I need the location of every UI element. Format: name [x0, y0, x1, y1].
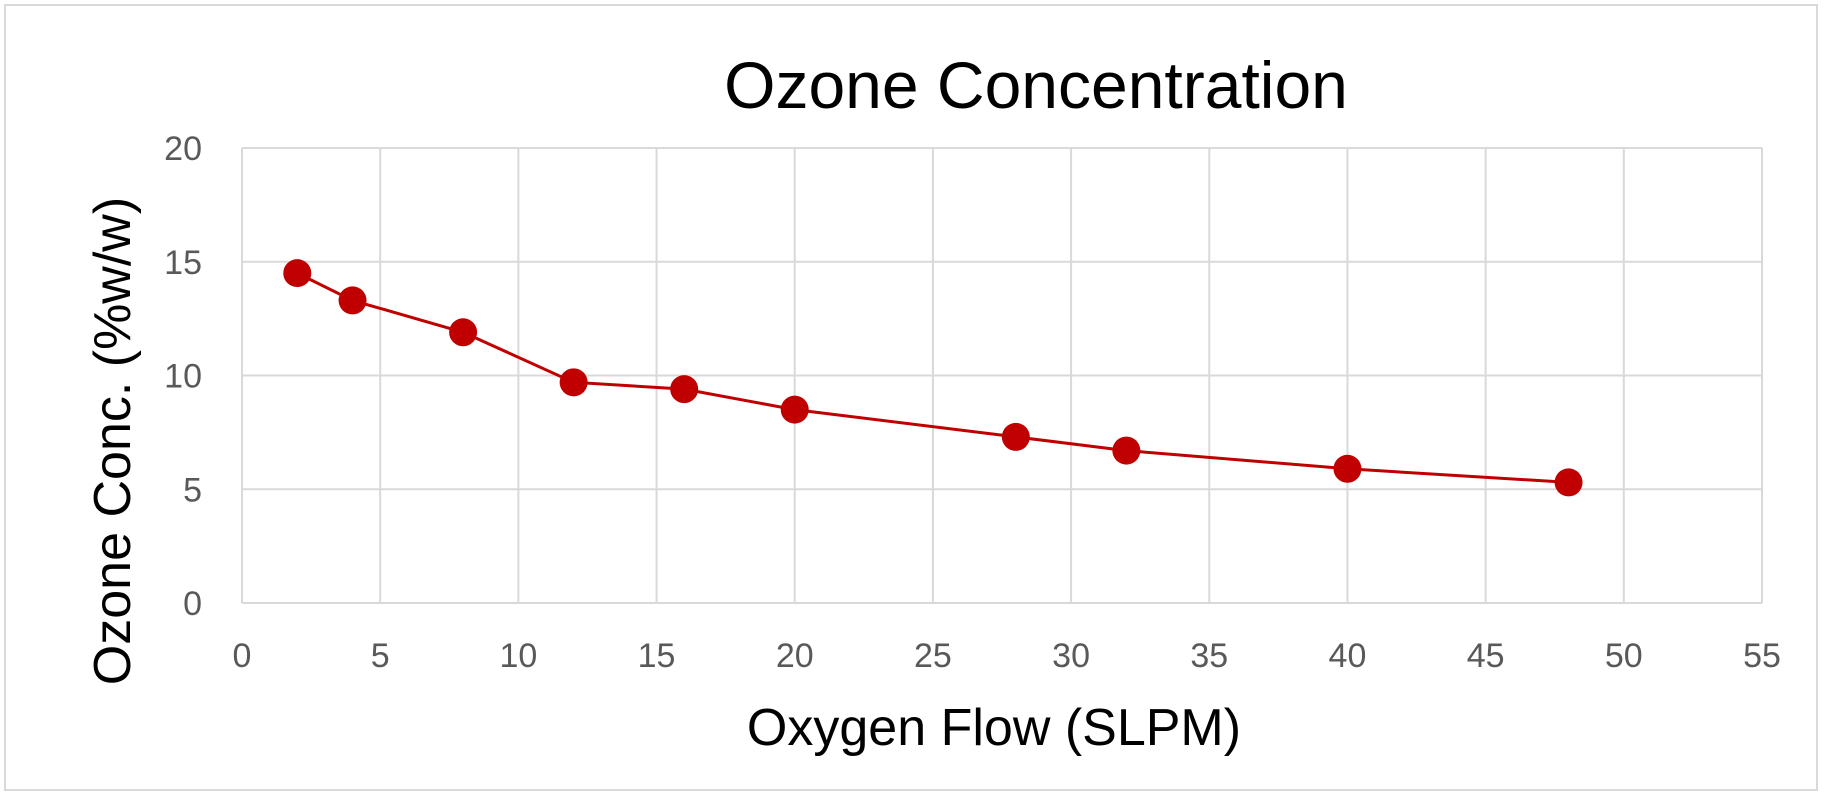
chart-frame — [4, 4, 1818, 791]
x-tick-label: 55 — [1743, 637, 1781, 675]
series-line — [296, 271, 1569, 484]
y-tick-label: 5 — [183, 471, 202, 509]
x-tick-label: 35 — [1190, 637, 1228, 675]
x-tick-label: 5 — [371, 637, 390, 675]
x-tick-label: 40 — [1329, 637, 1367, 675]
grid — [241, 147, 1763, 604]
data-point — [1554, 468, 1583, 497]
x-tick-label: 50 — [1605, 637, 1643, 675]
data-point — [670, 375, 699, 404]
y-tick-label: 0 — [183, 585, 202, 623]
x-tick-label: 45 — [1467, 637, 1505, 675]
y-tick-label: 15 — [164, 244, 202, 282]
x-tick-label: 20 — [776, 637, 814, 675]
data-point — [1001, 422, 1030, 451]
y-tick-label: 10 — [164, 358, 202, 396]
x-tick-label: 25 — [914, 637, 952, 675]
data-point — [338, 286, 367, 315]
data-point — [283, 259, 312, 288]
data-point — [1333, 454, 1362, 483]
data-point — [449, 318, 478, 347]
y-tick-label: 20 — [164, 130, 202, 168]
x-tick-label: 30 — [1052, 637, 1090, 675]
data-point — [1112, 436, 1141, 465]
x-tick-label: 15 — [638, 637, 676, 675]
y-axis-title: Ozone Conc. (%w/w) — [84, 197, 142, 685]
data-point — [559, 368, 588, 397]
data-point — [780, 395, 809, 424]
x-tick-label: 0 — [233, 637, 252, 675]
x-axis-title: Oxygen Flow (SLPM) — [747, 699, 1241, 757]
x-tick-label: 10 — [499, 637, 537, 675]
chart-title: Ozone Concentration — [724, 48, 1348, 122]
data-series — [283, 259, 1583, 497]
tick-labels: 0 5 10 15 20 0 5 10 15 20 25 30 35 40 45 50 55 — [164, 130, 1781, 675]
